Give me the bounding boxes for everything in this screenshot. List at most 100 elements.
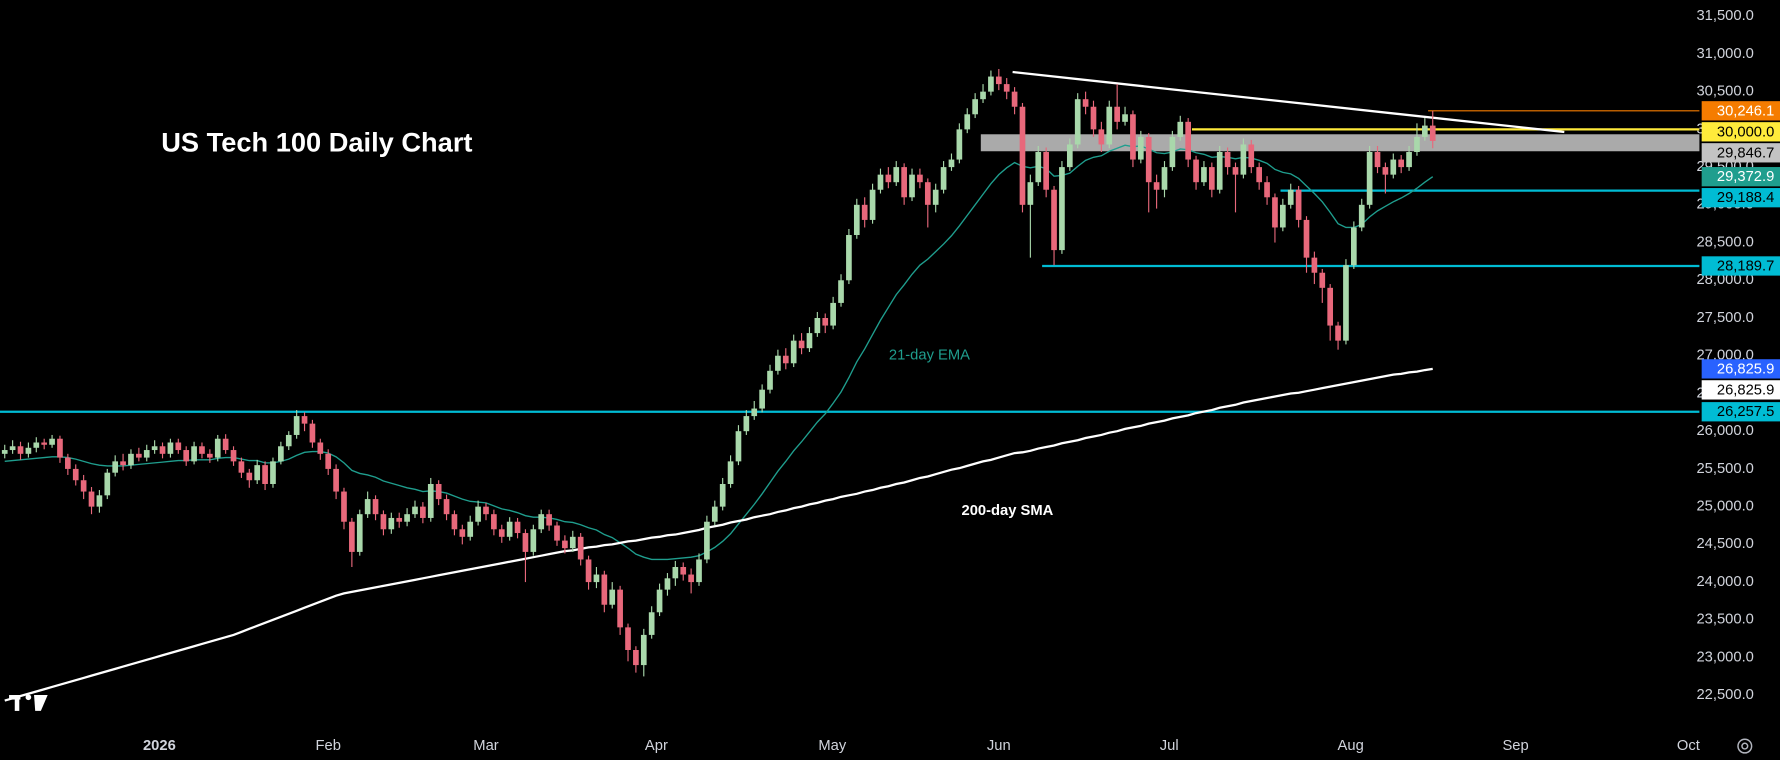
candle-body [167, 442, 174, 454]
candle-body [80, 480, 87, 492]
axis-layer: 22,500.0 23,000.0 23,500.0 24,000.0 24,500.0… [143, 8, 1780, 754]
candle-body [672, 566, 679, 579]
candle-body [128, 453, 134, 466]
candle-body [1240, 144, 1247, 175]
candle-body [1130, 114, 1136, 160]
candle-body [1145, 136, 1152, 183]
candle-body [356, 514, 363, 552]
candle-body [719, 484, 726, 507]
candle-body [1264, 182, 1270, 198]
candle-body [530, 529, 537, 552]
candle-body [1193, 159, 1199, 183]
candle-body [940, 167, 947, 190]
y-tick-label: 28,500.0 [1696, 234, 1753, 250]
candle-body [96, 495, 103, 507]
candle-body [451, 514, 458, 530]
candle-body [1351, 227, 1357, 266]
candle-body [1303, 219, 1310, 258]
candle-body [301, 416, 308, 424]
price-label-bg [1701, 256, 1780, 276]
candle-body [1003, 84, 1010, 92]
candle-body [65, 457, 71, 469]
candle-body [459, 529, 466, 537]
candle-body [143, 450, 150, 458]
candle-body [1366, 152, 1373, 205]
candle-body [909, 174, 915, 198]
candle-body [1216, 152, 1223, 190]
candle-body [1019, 106, 1026, 205]
y-tick-label: 25,500.0 [1696, 461, 1753, 477]
candle-body [309, 423, 316, 443]
candle-body [506, 521, 513, 537]
candle-body [396, 517, 403, 522]
candle-body [238, 461, 245, 473]
settings-icon[interactable] [1737, 738, 1753, 754]
candle-body [735, 431, 742, 462]
candle-body [1335, 325, 1341, 341]
candle-body [956, 129, 963, 160]
price-label: 26,825.9 [1717, 382, 1774, 398]
candle-body [1201, 167, 1207, 183]
candle-body [120, 461, 126, 466]
candle-body [246, 472, 253, 481]
overlay-layer [0, 70, 1700, 702]
candle-body [1224, 152, 1231, 168]
candle-body [1011, 91, 1018, 107]
price-label: 26,825.9 [1717, 361, 1774, 377]
price-label: 29,846.7 [1717, 145, 1774, 161]
candle-body [1382, 167, 1389, 175]
candle-body [317, 442, 324, 454]
candle-body [1082, 99, 1089, 107]
candle-body [285, 434, 292, 447]
candle-body [325, 453, 332, 469]
y-tick-label: 24,000.0 [1696, 574, 1753, 590]
candle-body [861, 204, 868, 220]
candle-body [1327, 287, 1334, 326]
candle-body [112, 461, 119, 473]
price-label-bg [1701, 188, 1780, 208]
candle-body [1414, 136, 1420, 153]
candle-body [1090, 106, 1097, 130]
candle-body [743, 416, 750, 432]
candle-body [214, 438, 221, 458]
candle-body [33, 442, 40, 448]
candle-body [893, 167, 900, 183]
price-label: 28,189.7 [1717, 258, 1774, 274]
candle-body [972, 99, 978, 115]
candle-body [569, 536, 576, 549]
candle-body [617, 589, 623, 628]
candle-body [41, 442, 48, 445]
candle-body [948, 159, 955, 168]
y-tick-label: 27,500.0 [1696, 310, 1753, 326]
candle-body [1272, 197, 1278, 228]
x-tick-label: Aug [1338, 738, 1364, 754]
y-tick-label: 30,500.0 [1696, 84, 1753, 100]
candle-body [609, 589, 616, 605]
candle-body [932, 189, 939, 205]
candle-body [1248, 144, 1255, 168]
candle-body [625, 627, 631, 650]
candle-body [1390, 159, 1397, 175]
x-tick-label: Apr [645, 738, 668, 754]
y-tick-label: 26,000.0 [1696, 423, 1753, 439]
logo [9, 694, 48, 711]
x-tick-label: Feb [315, 738, 340, 754]
x-tick-label: 2026 [143, 738, 176, 754]
candle-body [372, 499, 379, 515]
candle-body [1319, 272, 1326, 288]
candle-body [711, 506, 718, 522]
candle-body [57, 438, 63, 458]
candle-body [1074, 99, 1081, 145]
candle-body [191, 446, 197, 462]
candle-body [877, 174, 884, 190]
candle-body [790, 340, 797, 364]
candle-body [1398, 159, 1405, 168]
candle-body [696, 559, 702, 583]
candle-body [1153, 182, 1160, 190]
candle-body [88, 491, 95, 507]
candle-body [49, 438, 55, 445]
y-tick-label: 24,500.0 [1696, 536, 1753, 552]
candle-body [17, 446, 24, 454]
candle-body [830, 302, 836, 326]
